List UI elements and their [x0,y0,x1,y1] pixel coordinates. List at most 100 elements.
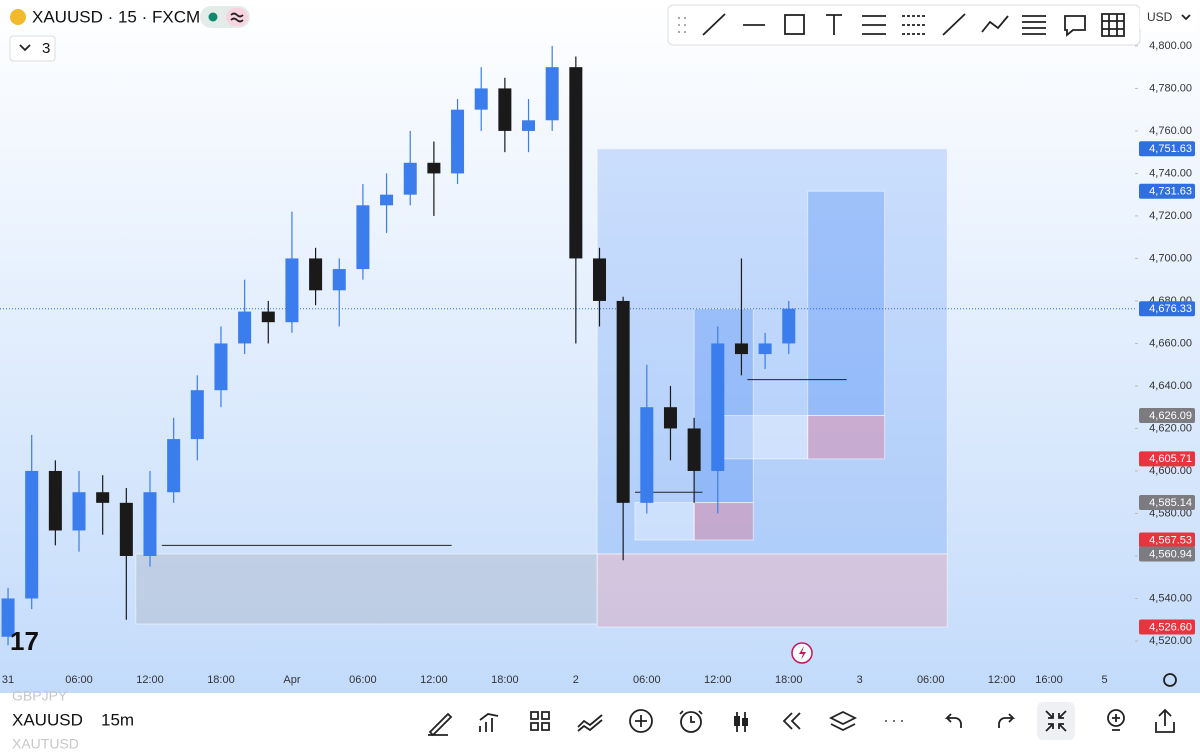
zone [717,415,809,460]
candle-body [474,88,488,110]
currency: USD [1147,10,1173,24]
trend-line-tool[interactable] [702,13,726,36]
candle-body [758,343,772,355]
x-tick-label: 12:00 [988,674,1016,686]
candle-body [403,162,417,195]
price-label-box [1139,408,1195,424]
y-tick-label: 4,540.00 [1149,592,1192,604]
plus [635,715,647,727]
indicators-toggle[interactable] [9,35,56,62]
watchlist-prev: GBPJPY [12,688,68,704]
drag-handle[interactable] [678,17,686,33]
y-tick-label: 4,660.00 [1149,337,1192,349]
price-label: 4,560.94 [1149,548,1192,560]
price-label: 4,751.63 [1149,143,1192,155]
price-label: 4,626.09 [1149,410,1192,422]
toolbar-icons [678,13,1125,37]
candle-body [190,390,204,440]
price-label: 4,605.71 [1149,453,1192,465]
price-label: 4,585.14 [1149,497,1192,509]
x-tick-label: 18:00 [775,674,803,686]
y-tick-label: 4,700.00 [1149,252,1192,264]
rectangle-tool[interactable] [784,14,805,35]
candle-body [522,120,536,131]
chevron [1181,14,1191,21]
zone [807,415,886,460]
fib-tool[interactable] [862,15,886,35]
ray-tool[interactable] [942,13,966,36]
candle-body [261,311,275,323]
y-tick-label: 4,720.00 [1149,210,1192,222]
grid-tool[interactable] [1101,13,1125,37]
price-label-box [1139,532,1195,548]
x-tick-label: 18:00 [491,674,519,686]
fib-extension-tool[interactable] [902,15,926,35]
market-status [208,12,218,22]
bottom-symbol[interactable]: XAUUSD [12,710,83,729]
price-label: 4,526.60 [1149,621,1192,633]
tv-logo: 17 [10,626,39,656]
candle-body [498,88,512,131]
x-tick-label: 12:00 [704,674,732,686]
gann-tool[interactable] [1022,15,1046,35]
candle-body [427,162,441,174]
compare-button[interactable] [577,714,603,732]
indicators-button[interactable] [479,713,499,732]
candle-body [569,67,583,259]
watchlist-next: XAUTUSD [12,736,79,750]
y-tick-label: 4,600.00 [1149,465,1192,477]
delay-icon [230,12,244,23]
alert-button[interactable] [680,711,702,733]
add-button[interactable] [629,709,653,733]
draw-button[interactable] [428,712,453,737]
y-tick-label: 4,580.00 [1149,507,1192,519]
price-label: 4,731.63 [1149,186,1192,198]
candle-body [96,492,110,503]
symbol-title[interactable]: XAUUSD · 15 · FXCM [32,7,200,26]
x-tick-label: 12:00 [136,674,164,686]
text-tool[interactable] [826,14,842,35]
redo-button[interactable] [998,713,1016,728]
undo-button[interactable] [944,713,962,728]
zone [135,553,598,625]
fullscreen-button[interactable] [1037,702,1075,740]
callout-tool[interactable] [1064,15,1086,37]
candle-body [356,205,370,270]
price-label-box [1139,451,1195,467]
x-tick-label: 06:00 [65,674,93,686]
price-label-box [1139,141,1195,157]
candle-body [332,269,346,291]
templates-button[interactable] [530,711,550,731]
candle-body [640,407,654,503]
zone [693,502,754,541]
y-tick-label: 4,740.00 [1149,167,1192,179]
zone [807,190,886,417]
symbol-logo [10,9,26,25]
price-label: 4,567.53 [1149,534,1192,546]
y-tick-label: 4,520.00 [1149,635,1192,647]
candle-body [616,300,630,503]
bottom-interval[interactable]: 15m [101,710,134,729]
candle-body [1,598,15,637]
zone [596,148,948,555]
candle-body [592,258,607,301]
candle-body [309,258,323,291]
candle-body [285,258,299,323]
path-tool[interactable] [981,15,1009,33]
bottom-toolbar [428,702,1175,740]
x-tick-label: 31 [2,674,14,686]
share-button[interactable] [1155,708,1175,733]
x-tick-label: 16:00 [1035,674,1063,686]
x-tick-label: 5 [1102,674,1108,686]
layers-button[interactable] [828,710,858,732]
candle-body [48,470,62,531]
event-icon [799,646,806,660]
x-tick-label: 06:00 [349,674,377,686]
plot: 4,520.004,540.004,560.004,580.004,600.00… [0,40,1195,686]
replay-button[interactable] [782,712,801,730]
currency-select[interactable] [1140,5,1195,31]
chart-background [0,0,1200,693]
ideas-button[interactable] [1107,709,1125,727]
candle-body [72,492,86,531]
axis-settings[interactable] [1163,673,1177,687]
